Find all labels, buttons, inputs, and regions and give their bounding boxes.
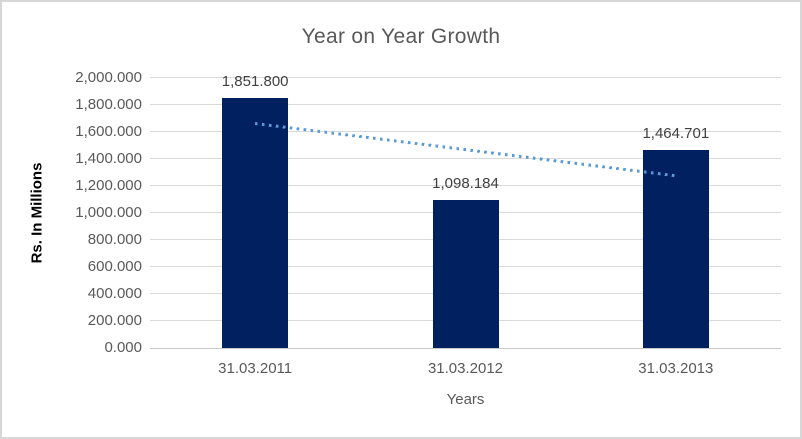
x-axis-line	[150, 348, 781, 349]
bar-31.03.2013	[642, 150, 709, 348]
y-tick-label: 400.000	[87, 285, 142, 302]
gridline	[150, 185, 781, 186]
x-tick-label: 31.03.2011	[218, 360, 293, 377]
bar-31.03.2012	[432, 199, 499, 348]
gridline	[150, 104, 781, 105]
x-axis-title: Years	[446, 391, 485, 408]
bar-31.03.2011	[222, 98, 289, 348]
data-label: 1,851.800	[221, 73, 289, 91]
y-tick-label: 600.000	[87, 258, 142, 275]
y-tick-label: 1,800.000	[75, 96, 142, 113]
y-tick-label: 200.000	[87, 312, 142, 329]
y-tick-label: 0.000	[104, 339, 142, 356]
gridline	[150, 131, 781, 132]
gridline	[150, 158, 781, 159]
y-tick-label: 1,400.000	[75, 150, 142, 167]
data-label: 1,464.701	[642, 125, 710, 143]
x-tick-label: 31.03.2013	[638, 360, 714, 377]
y-tick-label: 1,600.000	[75, 123, 142, 140]
y-tick-label: 800.000	[87, 231, 142, 248]
y-tick-label: 2,000.000	[75, 69, 142, 86]
x-tick-label: 31.03.2012	[427, 360, 504, 377]
data-label: 1,098.184	[432, 174, 499, 192]
gridline	[150, 77, 781, 78]
chart-title: Year on Year Growth	[301, 25, 501, 48]
plot-area: 0.000 200.000 400.000 600.000 800.000 1,000.0…	[75, 69, 781, 377]
y-tick-label: 1,000.000	[75, 204, 142, 221]
y-tick-label: 1,200.000	[75, 177, 142, 194]
